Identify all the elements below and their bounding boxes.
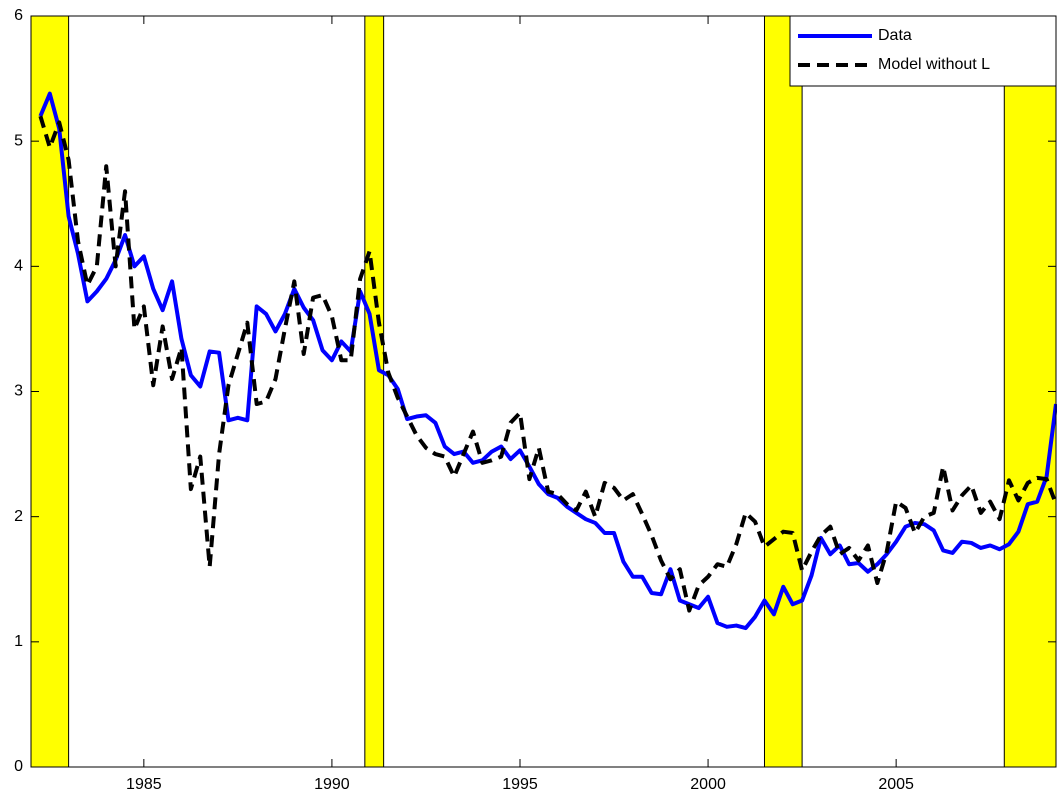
x-tick-label: 2005 [878,776,914,793]
legend-box [789,15,1057,87]
y-tick-label: 5 [14,132,23,149]
recession-band [364,16,385,767]
axes: 0 1 2 3 4 5 6 1985 1990 1995 2000 2005 [14,7,1056,793]
y-tick-label: 2 [14,508,23,525]
y-tick-label: 3 [14,383,23,400]
legend-label: Data [878,27,912,44]
recession-band [763,16,803,767]
legend-label: Model without L [878,56,990,73]
plot-lines [38,91,1057,631]
x-tick-label: 1985 [126,776,162,793]
x-tick-label: 1990 [314,776,350,793]
recession-band [1003,16,1057,767]
y-tick-label: 4 [14,258,23,275]
y-tick-label: 1 [14,633,23,650]
data-line [38,91,1057,631]
y-tick-label: 0 [14,758,23,775]
x-tick-label: 2000 [690,776,726,793]
data-line [38,115,1057,613]
y-tick-label: 6 [14,7,23,24]
x-tick-label: 1995 [502,776,538,793]
legend: Data Model without L [789,15,1057,87]
